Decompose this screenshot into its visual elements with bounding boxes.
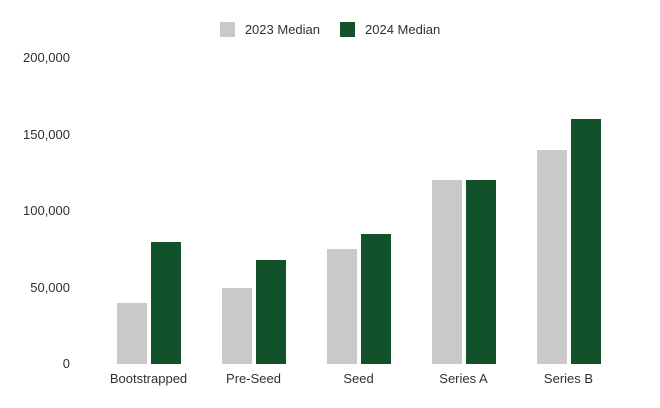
category-label-series-a: Series A (439, 371, 488, 386)
bar-2024-series-b[interactable] (570, 119, 601, 364)
y-tick-label: 50,000 (30, 279, 70, 295)
legend-label: 2023 Median (244, 22, 320, 37)
bar-2024-bootstrapped[interactable] (150, 241, 181, 364)
category-label-bootstrapped: Bootstrapped (109, 371, 188, 386)
legend-swatch-icon (219, 22, 235, 37)
bar-2024-series-a[interactable] (465, 180, 496, 364)
y-tick-label: 0 (62, 356, 70, 371)
bar-2023-series-a[interactable] (431, 180, 462, 364)
bar-2023-seed[interactable] (326, 249, 357, 365)
category-label-pre-seed: Pre-Seed (226, 371, 281, 386)
bar-2023-pre-seed[interactable] (221, 287, 252, 364)
y-tick-label: 150,000 (23, 126, 70, 142)
bar-2024-seed[interactable] (360, 234, 391, 364)
chart-legend: 2023 Median 2024 Median (0, 22, 660, 37)
legend-item-2023-median[interactable]: 2023 Median (219, 22, 320, 37)
y-tick-label: 200,000 (23, 50, 70, 65)
bar-2024-pre-seed[interactable] (255, 260, 286, 364)
bar-2023-series-b[interactable] (536, 149, 567, 364)
category-label-seed: Seed (343, 371, 374, 386)
legend-swatch-icon (340, 22, 355, 37)
category-label-series-b: Series B (543, 371, 594, 386)
legend-label: 2024 Median (365, 22, 441, 37)
legend-item-2024-median[interactable]: 2024 Median (340, 22, 440, 37)
y-tick-label: 100,000 (23, 203, 70, 218)
bar-2023-bootstrapped[interactable] (116, 302, 147, 364)
